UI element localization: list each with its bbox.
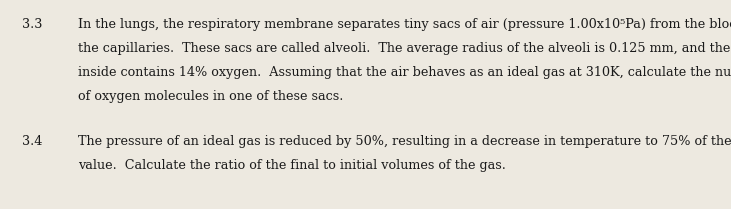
Text: 3.3: 3.3	[22, 18, 42, 31]
Text: The pressure of an ideal gas is reduced by 50%, resulting in a decrease in tempe: The pressure of an ideal gas is reduced …	[78, 135, 731, 148]
Text: inside contains 14% oxygen.  Assuming that the air behaves as an ideal gas at 31: inside contains 14% oxygen. Assuming tha…	[78, 66, 731, 79]
Text: 3.4: 3.4	[22, 135, 42, 148]
Text: of oxygen molecules in one of these sacs.: of oxygen molecules in one of these sacs…	[78, 90, 344, 103]
Text: value.  Calculate the ratio of the final to initial volumes of the gas.: value. Calculate the ratio of the final …	[78, 159, 506, 172]
Text: In the lungs, the respiratory membrane separates tiny sacs of air (pressure 1.00: In the lungs, the respiratory membrane s…	[78, 18, 731, 31]
Text: the capillaries.  These sacs are called alveoli.  The average radius of the alve: the capillaries. These sacs are called a…	[78, 42, 731, 55]
